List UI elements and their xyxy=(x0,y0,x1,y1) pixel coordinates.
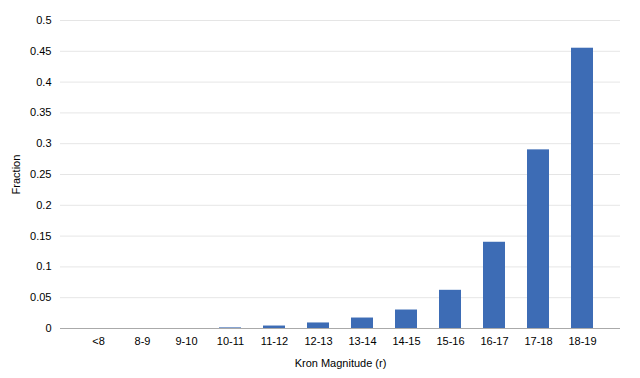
svg-text:14-15: 14-15 xyxy=(392,335,420,347)
svg-text:0.3: 0.3 xyxy=(36,137,51,149)
svg-text:Fraction: Fraction xyxy=(10,155,22,195)
svg-text:0.35: 0.35 xyxy=(30,106,51,118)
svg-text:17-18: 17-18 xyxy=(524,335,552,347)
svg-text:0.4: 0.4 xyxy=(36,76,51,88)
svg-text:15-16: 15-16 xyxy=(436,335,464,347)
svg-text:12-13: 12-13 xyxy=(304,335,332,347)
svg-text:8-9: 8-9 xyxy=(135,335,151,347)
svg-text:0.1: 0.1 xyxy=(36,260,51,272)
svg-text:<8: <8 xyxy=(92,335,105,347)
svg-text:0.2: 0.2 xyxy=(36,199,51,211)
svg-text:13-14: 13-14 xyxy=(348,335,376,347)
svg-text:16-17: 16-17 xyxy=(480,335,508,347)
svg-text:18-19: 18-19 xyxy=(568,335,596,347)
svg-text:Kron Magnitude (r): Kron Magnitude (r) xyxy=(295,357,387,369)
svg-text:0.5: 0.5 xyxy=(36,14,51,26)
svg-text:11-12: 11-12 xyxy=(261,335,288,347)
svg-text:9-10: 9-10 xyxy=(175,335,197,347)
svg-text:0.25: 0.25 xyxy=(30,168,51,180)
svg-text:0.15: 0.15 xyxy=(30,230,51,242)
svg-text:0: 0 xyxy=(45,322,51,334)
svg-text:0.45: 0.45 xyxy=(30,45,51,57)
svg-text:0.05: 0.05 xyxy=(30,291,51,303)
svg-text:10-11: 10-11 xyxy=(217,335,244,347)
